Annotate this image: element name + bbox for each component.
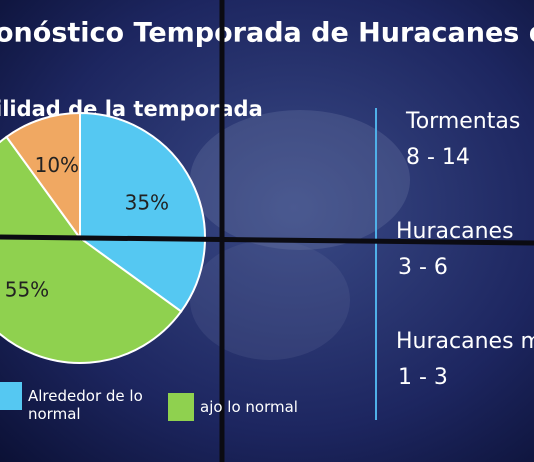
stat-label: Tormentas <box>405 109 520 134</box>
value-label: 35% <box>125 190 169 214</box>
pie-slice <box>79 111 206 313</box>
stat-value: 3 - 6 <box>398 255 448 280</box>
legend-label: ajo lo normal <box>200 398 298 416</box>
legend-swatch <box>168 393 194 421</box>
legend-swatch <box>0 382 22 410</box>
pie-slice <box>0 135 183 364</box>
bezel <box>0 234 534 246</box>
value-label: 55% <box>5 278 49 302</box>
cloud <box>190 110 410 250</box>
stat-value: 8 - 14 <box>406 145 470 170</box>
cloud <box>190 240 350 360</box>
value-label: 10% <box>35 153 79 177</box>
title: onóstico Temporada de Huracanes del A <box>0 18 534 49</box>
pie-slice <box>5 111 81 242</box>
subtitle: ilidad de la temporada <box>0 97 263 121</box>
stat-label: Huracanes m <box>396 329 534 354</box>
stat-value: 1 - 3 <box>398 365 448 390</box>
legend-label: Alrededor de lo normal <box>28 387 143 423</box>
